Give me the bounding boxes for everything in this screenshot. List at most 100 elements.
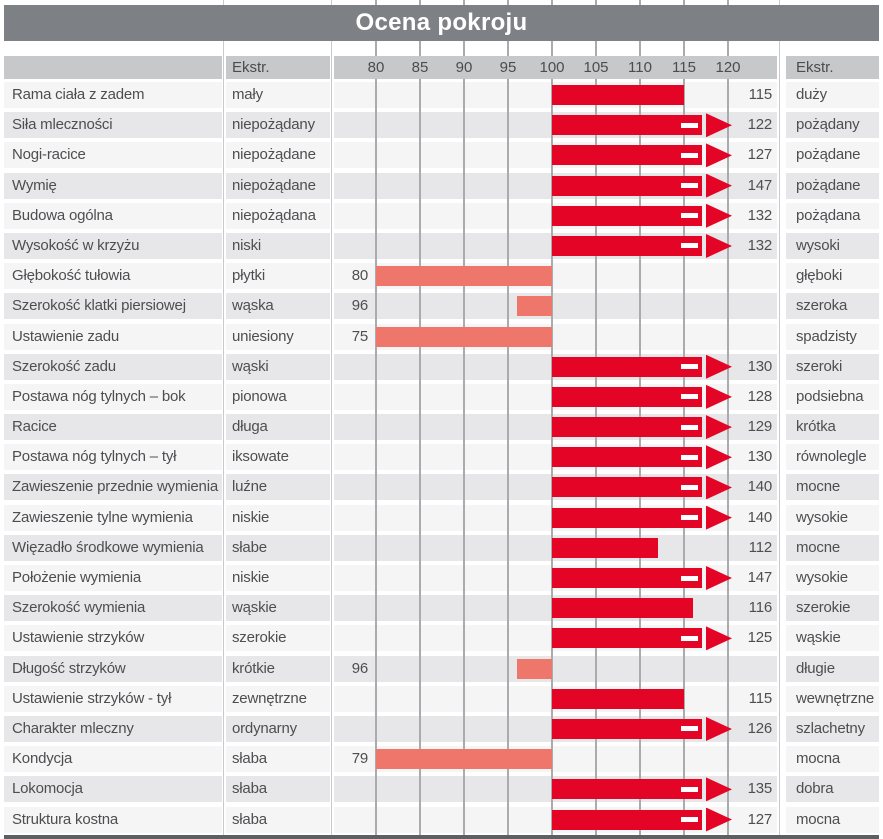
- page-title: Ocena pokroju: [355, 9, 528, 36]
- trait-name: Lokomocja: [4, 776, 222, 803]
- break-dash-icon: [681, 122, 698, 128]
- trait-bar-track: 135: [334, 776, 777, 803]
- axis-tick-label: 90: [455, 59, 473, 76]
- trait-name: Ustawienie zadu: [4, 323, 222, 350]
- trait-bar-track: 127: [334, 142, 777, 169]
- extreme-high-label: pożądany: [786, 112, 879, 139]
- extreme-high-label: wysokie: [786, 565, 879, 591]
- table-row: Nogi-racice niepożądane 127 pożądane: [4, 142, 879, 169]
- score-bar-high: [552, 205, 702, 226]
- axis-tick-label: 120: [715, 59, 741, 76]
- break-dash-icon: [681, 243, 698, 249]
- extreme-high-label: szeroki: [786, 353, 879, 380]
- table-row: Szerokość klatki piersiowej wąska 96 szerok…: [4, 293, 879, 320]
- extreme-low-label: wąski: [226, 353, 330, 380]
- score-bar-low: [516, 658, 552, 679]
- score-bar-high: [552, 598, 693, 619]
- value-label-left: 75: [351, 327, 368, 345]
- table-row: Postawa nóg tylnych – bok pionowa 128 podsi…: [4, 383, 879, 410]
- break-dash-icon: [681, 364, 698, 370]
- trait-name: Więzadło środkowe wymienia: [4, 534, 222, 561]
- value-label-left: 96: [351, 297, 368, 315]
- header-axis: 80 85 90 95 100 105 110 115 120: [334, 56, 777, 79]
- extreme-high-label: szeroka: [786, 293, 879, 320]
- axis-tick-label: 105: [583, 59, 609, 76]
- value-label-right: 135: [747, 780, 773, 798]
- extreme-low-label: wąska: [226, 293, 330, 320]
- value-label-left: 79: [351, 750, 368, 768]
- extreme-low-label: niepożądany: [226, 112, 330, 139]
- value-label-right: 125: [747, 629, 773, 647]
- break-dash-icon: [681, 515, 698, 521]
- overflow-arrow-icon: [706, 505, 732, 530]
- trait-bar-track: 80: [334, 263, 777, 290]
- break-dash-icon: [681, 213, 698, 219]
- extreme-low-label: płytki: [226, 263, 330, 290]
- break-dash-icon: [681, 424, 698, 430]
- value-label-right: 147: [747, 569, 773, 586]
- trait-bar-track: 96: [334, 655, 777, 682]
- trait-bar-track: 130: [334, 353, 777, 380]
- overflow-arrow-icon: [706, 626, 732, 651]
- trait-bar-track: 112: [334, 534, 777, 561]
- value-label-right: 130: [747, 448, 773, 466]
- overflow-arrow-icon: [706, 415, 732, 440]
- score-bar-high: [552, 477, 702, 498]
- value-label-right: 132: [747, 236, 773, 254]
- header-trait-cell: [4, 56, 222, 79]
- extreme-high-label: wysokie: [786, 504, 879, 531]
- extreme-low-label: niepożądana: [226, 202, 330, 229]
- trait-name: Siła mleczności: [4, 112, 222, 139]
- trait-bar-track: 79: [334, 746, 777, 773]
- score-bar-low: [376, 749, 552, 770]
- table-row: Struktura kostna słaba 127 mocna: [4, 806, 879, 833]
- extreme-high-label: mocne: [786, 534, 879, 561]
- extreme-low-label: niskie: [226, 504, 330, 531]
- extreme-high-label: mocna: [786, 806, 879, 833]
- value-label-right: 115: [748, 689, 773, 707]
- trait-name: Struktura kostna: [4, 806, 222, 833]
- extreme-low-label: szerokie: [226, 625, 330, 652]
- overflow-arrow-icon: [706, 233, 732, 258]
- extreme-low-label: słabe: [226, 534, 330, 561]
- extreme-high-label: pożądana: [786, 202, 879, 229]
- score-bar-high: [552, 417, 702, 438]
- break-dash-icon: [681, 786, 698, 792]
- table-row: Wymię niepożądane 147 pożądane: [4, 172, 879, 199]
- table-row: Racice długa 129 krótka: [4, 414, 879, 441]
- score-bar-high: [552, 115, 702, 136]
- trait-name: Postawa nóg tylnych – tył: [4, 444, 222, 471]
- break-dash-icon: [681, 152, 698, 158]
- trait-bar-track: 147: [334, 565, 777, 591]
- table-row: Siła mleczności niepożądany 122 pożądany: [4, 112, 879, 139]
- score-bar-low: [516, 296, 552, 317]
- trait-name: Położenie wymienia: [4, 565, 222, 591]
- value-label-right: 147: [747, 176, 773, 194]
- extreme-high-label: dobra: [786, 776, 879, 803]
- extreme-high-label: podsiebna: [786, 383, 879, 410]
- extreme-low-label: niepożądane: [226, 142, 330, 169]
- value-label-right: 112: [748, 538, 773, 556]
- trait-name: Budowa ogólna: [4, 202, 222, 229]
- score-bar-high: [552, 507, 702, 528]
- extreme-low-label: niepożądane: [226, 172, 330, 199]
- axis-tick-label: 100: [539, 59, 565, 76]
- bottom-border: [4, 835, 879, 839]
- extreme-high-label: pożądane: [786, 142, 879, 169]
- overflow-arrow-icon: [706, 475, 732, 500]
- table-row: Lokomocja słaba 135 dobra: [4, 776, 879, 803]
- break-dash-icon: [681, 394, 698, 400]
- trait-bar-track: 126: [334, 715, 777, 742]
- extreme-low-label: długa: [226, 414, 330, 441]
- break-dash-icon: [681, 726, 698, 732]
- value-label-right: 132: [747, 206, 773, 224]
- score-bar-high: [552, 537, 658, 558]
- extreme-low-label: słaba: [226, 806, 330, 833]
- extreme-high-label: równolegle: [786, 444, 879, 471]
- overflow-arrow-icon: [706, 354, 732, 379]
- trait-name: Kondycja: [4, 746, 222, 773]
- extreme-high-label: mocna: [786, 746, 879, 773]
- trait-bar-track: 132: [334, 232, 777, 259]
- table-row: Ustawienie strzyków szerokie 125 wąskie: [4, 625, 879, 652]
- extreme-high-label: szlachetny: [786, 715, 879, 742]
